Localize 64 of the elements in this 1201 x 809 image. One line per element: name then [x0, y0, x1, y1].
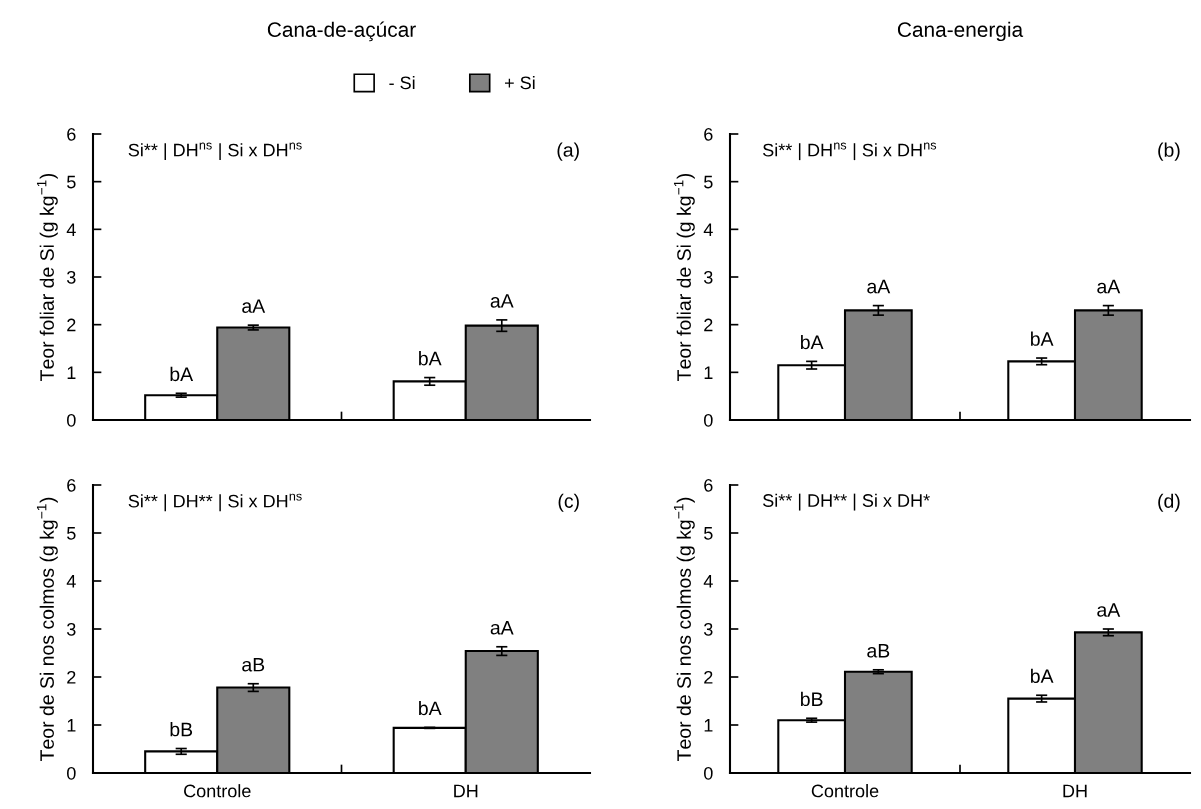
y-tick-label: 4	[703, 575, 713, 588]
annotation: (b)	[1158, 142, 1180, 161]
legend-label: + Si	[505, 75, 535, 90]
annotation: (a)	[557, 142, 579, 161]
x-tick-label: DH	[1063, 784, 1087, 798]
y-axis-title: Teor foliar de Si (g kg$^{−1}$)	[36, 173, 58, 381]
annotation: Si** | DH$^{ns}$ | Si x DH$^{ns}$	[763, 142, 937, 161]
x-tick-label: DH	[454, 784, 478, 798]
y-axis-title: Teor de Si nos colmos (g kg$^{−1}$)	[673, 497, 695, 761]
annotation: Si** | DH$^{ns}$ | Si x DH$^{ns}$	[128, 142, 302, 161]
data-label: bA	[1031, 331, 1054, 346]
data-label: aA	[490, 621, 514, 635]
y-tick-label: 2	[67, 318, 76, 332]
y-tick-label: 0	[704, 766, 713, 780]
y-tick-label: 0	[67, 766, 76, 780]
y-tick-label: 0	[67, 413, 76, 427]
y-tick-label: 1	[704, 719, 713, 732]
y-tick-label: 6	[67, 127, 76, 141]
y-tick-label: 1	[704, 366, 713, 379]
y-tick-label: 5	[704, 175, 713, 189]
y-axis-title: Teor foliar de Si (g kg$^{−1}$)	[673, 173, 695, 381]
x-tick-label: Controle	[811, 784, 879, 798]
annotation: Si** | DH** | Si x DH*	[763, 493, 930, 511]
data-label: aB	[242, 657, 265, 672]
annotation: Si** | DH** | Si x DH$^{ns}$	[128, 493, 302, 512]
data-label: bA	[419, 700, 442, 716]
y-tick-label: 4	[703, 223, 713, 236]
annotation: (c)	[558, 493, 579, 512]
data-label: bB	[801, 691, 823, 707]
data-label: aA	[1097, 603, 1121, 617]
y-tick-label: 2	[67, 670, 76, 684]
data-label: aA	[1097, 279, 1121, 294]
data-label: aA	[867, 279, 891, 294]
x-tick-label: Controle	[184, 784, 251, 798]
data-label: aA	[490, 294, 514, 308]
data-label: aA	[242, 299, 266, 313]
chart-title: Cana-energia	[897, 21, 1024, 42]
y-tick-label: 5	[67, 527, 76, 540]
y-tick-label: 2	[704, 670, 713, 684]
y-tick-label: 4	[66, 223, 76, 236]
data-label: bA	[801, 334, 824, 350]
y-tick-label: 6	[704, 127, 713, 141]
y-tick-label: 6	[704, 478, 713, 492]
data-label: bA	[170, 366, 194, 382]
y-tick-label: 3	[66, 270, 76, 284]
legend-label: - Si	[389, 75, 415, 90]
data-label: aB	[867, 644, 890, 658]
y-tick-label: 4	[66, 575, 76, 588]
y-tick-label: 3	[66, 622, 76, 636]
y-tick-label: 6	[67, 478, 76, 492]
y-tick-label: 3	[703, 622, 713, 636]
y-tick-label: 0	[704, 413, 713, 427]
chart-title: Cana-de-açúcar	[267, 21, 416, 42]
y-tick-label: 5	[67, 175, 76, 189]
y-tick-label: 1	[67, 366, 76, 379]
y-tick-label: 1	[67, 719, 76, 732]
data-label: bA	[1031, 668, 1054, 684]
data-label: bB	[170, 722, 193, 737]
y-tick-label: 5	[704, 527, 713, 540]
y-tick-label: 3	[703, 270, 713, 284]
y-axis-title: Teor de Si nos colmos (g kg$^{−1}$)	[36, 497, 58, 761]
annotation: (d)	[1158, 493, 1180, 512]
data-label: bA	[419, 351, 442, 366]
y-tick-label: 2	[704, 318, 713, 332]
